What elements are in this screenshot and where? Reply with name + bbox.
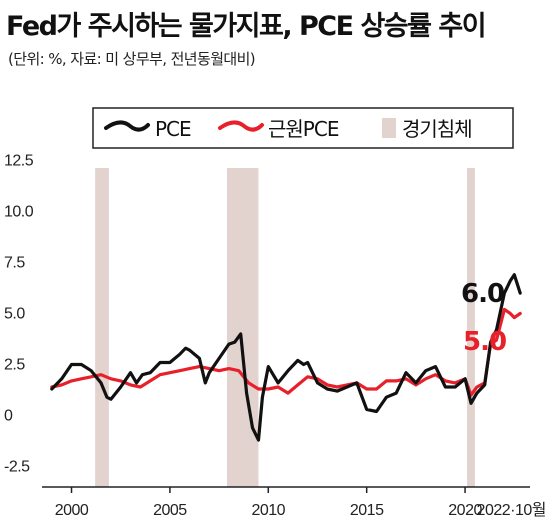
recession-band-1 bbox=[226, 168, 259, 487]
recession-bands bbox=[95, 168, 475, 487]
x-tick-label-latest: 2022·10월 bbox=[477, 501, 546, 519]
y-tick-label: 10.0 bbox=[4, 203, 34, 220]
y-tick-label: 2.5 bbox=[4, 357, 25, 374]
recession-band-0 bbox=[95, 168, 109, 487]
x-tick-label: 2010 bbox=[251, 502, 285, 519]
x-tick-label: 2000 bbox=[55, 502, 89, 519]
y-tick-labels: -2.5 0 2.5 5.0 7.5 10.0 12.5 bbox=[4, 152, 34, 475]
legend-swatch-pce bbox=[104, 120, 150, 132]
legend-swatch-recession bbox=[382, 118, 396, 138]
series-lines bbox=[50, 273, 522, 442]
legend-label-core: 근원PCE bbox=[268, 117, 339, 141]
y-tick-label: -2.5 bbox=[4, 459, 30, 476]
series-line-pce bbox=[50, 273, 522, 442]
chart-subtitle: (단위: %, 자료: 미 상무부, 전년동월대비) bbox=[8, 50, 256, 68]
x-tick-label: 2005 bbox=[153, 502, 187, 519]
x-tick-label: 2020 bbox=[448, 502, 482, 519]
y-tick-label: 0 bbox=[4, 408, 13, 425]
y-tick-label: 5.0 bbox=[4, 306, 25, 323]
y-tick-label: 7.5 bbox=[4, 254, 25, 271]
recession-band-2 bbox=[467, 168, 475, 487]
legend-label-pce: PCE bbox=[155, 117, 191, 141]
end-label-core: 5.0 bbox=[463, 327, 506, 357]
x-tick-label: 2015 bbox=[350, 502, 384, 519]
legend: PCE 근원PCE 경기침체 bbox=[92, 107, 514, 149]
legend-swatch-core bbox=[218, 120, 264, 132]
end-label-pce: 6.0 bbox=[461, 279, 504, 309]
y-tick-label: 12.5 bbox=[4, 152, 34, 169]
chart-title: Fed가 주시하는 물가지표, PCE 상승률 추이 bbox=[6, 11, 487, 42]
legend-label-recession: 경기침체 bbox=[402, 117, 472, 141]
legend-box bbox=[92, 107, 514, 149]
